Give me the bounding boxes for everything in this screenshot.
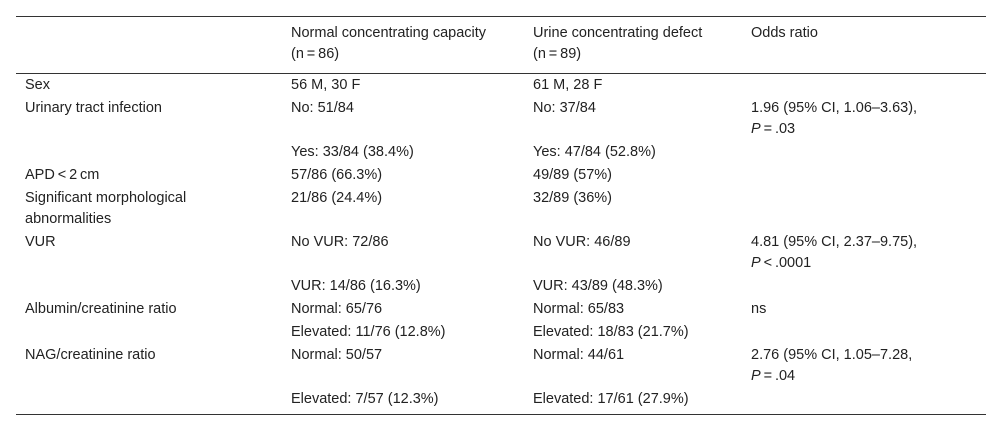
p-symbol: P [751, 255, 761, 271]
cell-normal: VUR: 14/86 (16.3%) [291, 278, 421, 294]
row-label: Urinary tract infection [25, 100, 162, 116]
row-label: APD < 2 cm [25, 167, 100, 183]
row-label: Albumin/creatinine ratio [25, 301, 177, 317]
row-label: Significant morphological abnormalities [25, 190, 187, 227]
cell-normal: No: 51/84 [291, 100, 354, 116]
row-label: Sex [25, 77, 50, 93]
cell-odds [742, 321, 986, 344]
cell-defect: Yes: 47/84 (52.8%) [533, 144, 656, 160]
data-table: Normal concentrating capacity (n = 86) U… [16, 16, 986, 415]
cell-odds: ns [751, 301, 767, 317]
p-value-number: < .0001 [760, 255, 812, 271]
row-label: VUR [25, 234, 56, 250]
cell-odds: 1.96 (95% CI, 1.06–3.63), P = .03 [742, 97, 986, 141]
header-row: Normal concentrating capacity (n = 86) U… [16, 16, 986, 74]
table-header: Normal concentrating capacity (n = 86) U… [16, 16, 986, 74]
cell-odds [742, 164, 986, 187]
header-defect-column: Urine concentrating defect (n = 89) [524, 16, 742, 74]
p-value: P = .04 [751, 366, 986, 387]
header-label-column [16, 16, 282, 74]
table-row: VUR: 14/86 (16.3%) VUR: 43/89 (48.3%) [16, 275, 986, 298]
cell-odds: 2.76 (95% CI, 1.05–7.28, P = .04 [742, 344, 986, 388]
cell-defect: VUR: 43/89 (48.3%) [533, 278, 663, 294]
odds-ratio-text: 1.96 (95% CI, 1.06–3.63), [751, 100, 918, 116]
header-odds-column: Odds ratio [742, 16, 986, 74]
row-label: NAG/creatinine ratio [25, 347, 156, 363]
cell-normal: No VUR: 72/86 [291, 234, 389, 250]
table-row: Elevated: 7/57 (12.3%) Elevated: 17/61 (… [16, 388, 986, 415]
cell-defect: Elevated: 17/61 (27.9%) [533, 391, 689, 407]
cell-odds [742, 187, 986, 231]
cell-defect: Elevated: 18/83 (21.7%) [533, 324, 689, 340]
cell-defect: Normal: 65/83 [533, 301, 625, 317]
header-normal-n: (n = 86) [291, 46, 340, 62]
row-label [16, 141, 282, 164]
cell-normal: Elevated: 7/57 (12.3%) [291, 391, 439, 407]
table-row: APD < 2 cm 57/86 (66.3%) 49/89 (57%) [16, 164, 986, 187]
p-value-number: = .03 [760, 121, 796, 137]
cell-normal: Yes: 33/84 (38.4%) [291, 144, 414, 160]
cell-defect: 32/89 (36%) [533, 190, 612, 206]
p-symbol: P [751, 121, 761, 137]
p-value: P = .03 [751, 119, 986, 140]
cell-normal: 57/86 (66.3%) [291, 167, 383, 183]
cell-odds [742, 388, 986, 415]
cell-odds [742, 141, 986, 164]
header-defect-title: Urine concentrating defect [533, 25, 703, 41]
table-row: Yes: 33/84 (38.4%) Yes: 47/84 (52.8%) [16, 141, 986, 164]
table-row: NAG/creatinine ratio Normal: 50/57 Norma… [16, 344, 986, 388]
header-normal-title: Normal concentrating capacity [291, 25, 487, 41]
p-value: P < .0001 [751, 253, 986, 274]
cell-odds: 4.81 (95% CI, 2.37–9.75), P < .0001 [742, 231, 986, 275]
cell-defect: 61 M, 28 F [533, 77, 603, 93]
table-body: Sex 56 M, 30 F 61 M, 28 F Urinary tract … [16, 74, 986, 415]
table-row: Urinary tract infection No: 51/84 No: 37… [16, 97, 986, 141]
table-row: Significant morphological abnormalities … [16, 187, 986, 231]
odds-ratio-text: 4.81 (95% CI, 2.37–9.75), [751, 234, 918, 250]
p-value-number: = .04 [760, 368, 796, 384]
header-defect-n: (n = 89) [533, 46, 582, 62]
table-row: Elevated: 11/76 (12.8%) Elevated: 18/83 … [16, 321, 986, 344]
row-label [16, 388, 282, 415]
cell-defect: 49/89 (57%) [533, 167, 612, 183]
header-normal-column: Normal concentrating capacity (n = 86) [282, 16, 524, 74]
table-row: Albumin/creatinine ratio Normal: 65/76 N… [16, 298, 986, 321]
cell-normal: Normal: 65/76 [291, 301, 383, 317]
cell-normal: 21/86 (24.4%) [291, 190, 383, 206]
cell-defect: No: 37/84 [533, 100, 596, 116]
row-label [16, 275, 282, 298]
cell-odds [742, 275, 986, 298]
cell-defect: No VUR: 46/89 [533, 234, 631, 250]
odds-ratio-text: 2.76 (95% CI, 1.05–7.28, [751, 347, 913, 363]
table-row: VUR No VUR: 72/86 No VUR: 46/89 4.81 (95… [16, 231, 986, 275]
cell-normal: Elevated: 11/76 (12.8%) [291, 324, 446, 340]
p-symbol: P [751, 368, 761, 384]
row-label [16, 321, 282, 344]
cell-normal: 56 M, 30 F [291, 77, 361, 93]
table-row: Sex 56 M, 30 F 61 M, 28 F [16, 74, 986, 98]
cell-odds [742, 74, 986, 98]
cell-normal: Normal: 50/57 [291, 347, 383, 363]
cell-defect: Normal: 44/61 [533, 347, 625, 363]
